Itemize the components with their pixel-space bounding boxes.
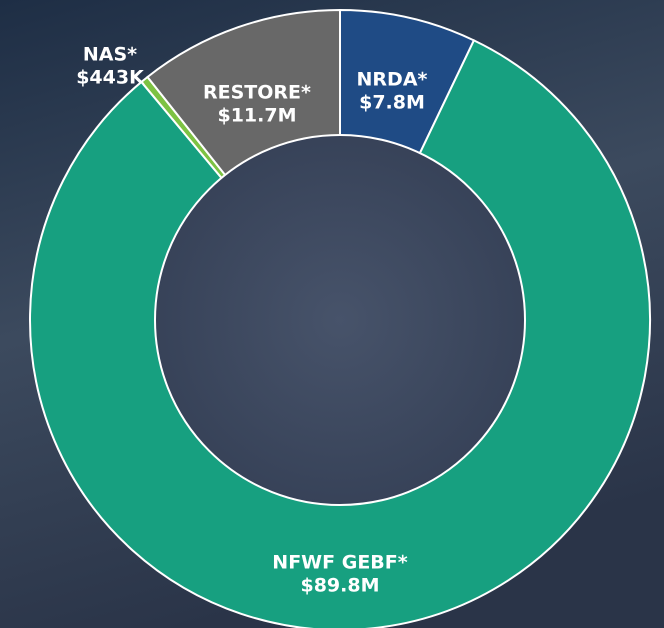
slice-name: RESTORE*	[203, 82, 311, 104]
slice-name: NFWF GEBF*	[272, 552, 407, 574]
chart: NRDA*$7.8M NFWF GEBF*$89.8M NAS*$443K RESTO…	[0, 0, 664, 628]
donut-hole	[155, 135, 525, 505]
slice-value: $11.7M	[217, 105, 296, 127]
slice-name: NAS*	[83, 44, 137, 66]
slice-value: $443K	[76, 67, 145, 89]
slice-value: $89.8M	[300, 575, 379, 597]
slice-name: NRDA*	[357, 69, 428, 91]
page: {"chart_data": {"type": "donut", "catego…	[0, 0, 664, 628]
slice-value: $7.8M	[359, 92, 425, 114]
